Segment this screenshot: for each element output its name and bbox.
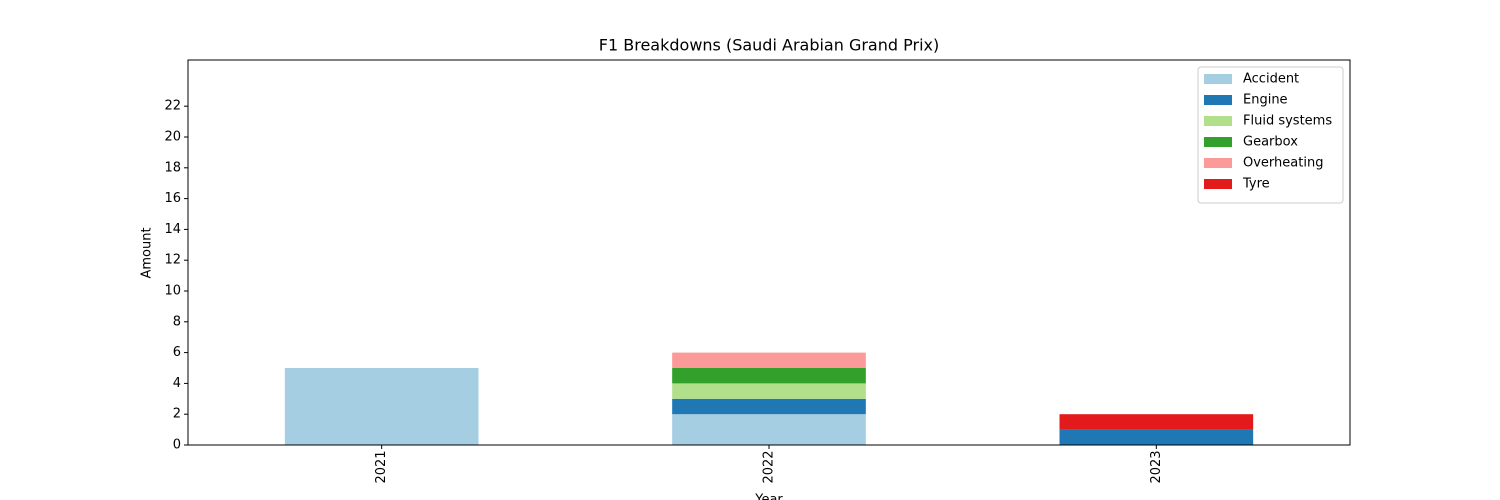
- bar-segment: [1059, 414, 1254, 430]
- y-tick-label: 20: [164, 130, 181, 145]
- bar-segment: [672, 383, 866, 399]
- legend-swatch: [1204, 95, 1232, 105]
- y-tick-label: 10: [164, 284, 181, 299]
- y-tick-label: 16: [164, 191, 181, 206]
- x-tick-label: 2023: [1149, 450, 1164, 483]
- bar-segment: [672, 398, 866, 415]
- legend-label: Gearbox: [1243, 135, 1298, 150]
- legend-swatch: [1204, 74, 1232, 84]
- bar-segment: [672, 414, 866, 445]
- x-tick-label: 2022: [762, 450, 777, 483]
- bar-segment: [672, 368, 866, 384]
- chart-title: F1 Breakdowns (Saudi Arabian Grand Prix): [599, 36, 939, 55]
- y-tick-label: 18: [164, 160, 181, 175]
- y-tick-label: 8: [173, 314, 181, 329]
- y-axis-label: Amount: [140, 227, 155, 278]
- legend-label: Fluid systems: [1243, 114, 1332, 129]
- legend-label: Tyre: [1242, 177, 1270, 192]
- legend-label: Overheating: [1243, 156, 1323, 171]
- y-tick-label: 6: [173, 345, 181, 360]
- bar-segment: [1059, 429, 1254, 445]
- y-tick-label: 22: [164, 99, 181, 114]
- legend-swatch: [1204, 137, 1232, 147]
- bar-segment: [672, 352, 866, 368]
- y-tick-label: 12: [164, 253, 181, 268]
- x-tick-label: 2021: [374, 450, 389, 483]
- y-tick-label: 2: [173, 407, 181, 422]
- legend-swatch: [1204, 116, 1232, 126]
- legend-box: [1197, 66, 1344, 204]
- legend-label: Accident: [1243, 72, 1299, 87]
- x-axis-label: Year: [754, 493, 783, 500]
- plot-frame: [187, 59, 1351, 446]
- bar-segment: [284, 368, 479, 445]
- y-tick-label: 4: [173, 376, 181, 391]
- legend-label: Engine: [1243, 93, 1288, 108]
- legend-swatch: [1204, 158, 1232, 168]
- y-tick-label: 0: [173, 438, 181, 453]
- y-tick-label: 14: [164, 222, 181, 237]
- legend-swatch: [1204, 179, 1232, 189]
